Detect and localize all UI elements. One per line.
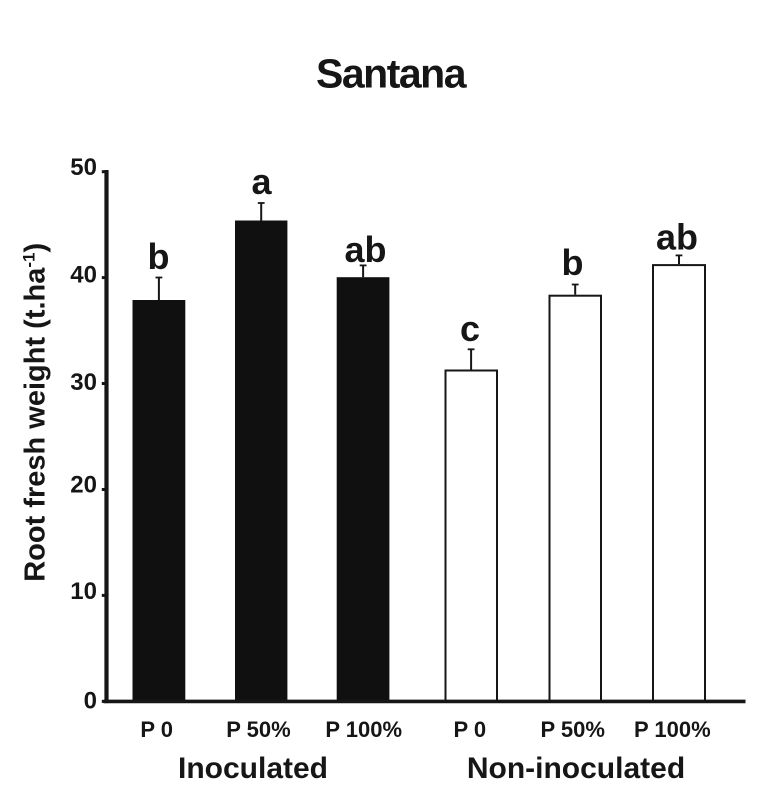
svg-text:0: 0 bbox=[84, 687, 97, 714]
svg-text:b: b bbox=[562, 242, 584, 283]
svg-text:ab: ab bbox=[344, 229, 386, 270]
svg-text:P 100%: P 100% bbox=[634, 717, 711, 742]
svg-text:P 100%: P 100% bbox=[325, 717, 402, 742]
svg-text:Root fresh weight (t.ha-1): Root fresh weight (t.ha-1) bbox=[20, 243, 52, 582]
svg-text:P 0: P 0 bbox=[453, 717, 486, 742]
svg-text:40: 40 bbox=[70, 262, 97, 289]
svg-text:20: 20 bbox=[70, 472, 97, 499]
svg-text:ab: ab bbox=[656, 217, 698, 258]
svg-text:c: c bbox=[460, 308, 480, 349]
svg-text:a: a bbox=[251, 161, 272, 202]
svg-text:b: b bbox=[148, 236, 170, 277]
svg-text:50: 50 bbox=[70, 154, 97, 181]
svg-text:Inoculated: Inoculated bbox=[178, 752, 328, 785]
svg-text:10: 10 bbox=[70, 578, 97, 605]
svg-text:Santana: Santana bbox=[316, 51, 468, 97]
svg-text:Non-inoculated: Non-inoculated bbox=[467, 752, 685, 785]
svg-text:P 50%: P 50% bbox=[540, 717, 604, 742]
svg-text:30: 30 bbox=[70, 369, 97, 396]
svg-text:P 50%: P 50% bbox=[226, 717, 290, 742]
svg-text:P 0: P 0 bbox=[140, 717, 173, 742]
